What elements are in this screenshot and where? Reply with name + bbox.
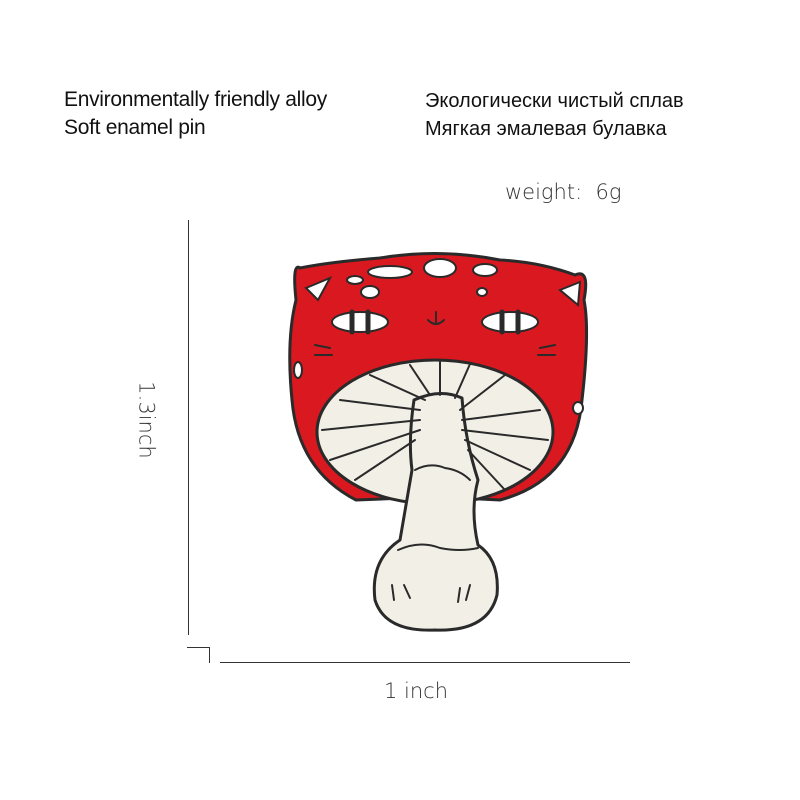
spec-ru-type: Мягкая эмалевая булавка <box>425 118 667 140</box>
ear-right <box>558 280 582 307</box>
spec-en-material: Environmentally friendly alloy <box>64 88 327 111</box>
corner-bracket-vertical <box>209 647 210 663</box>
width-dimension-line <box>220 662 630 663</box>
corner-bracket <box>187 647 209 648</box>
spec-ru-material: Экологически чистый сплав <box>425 90 684 112</box>
ear-left <box>304 275 333 302</box>
pin-stem <box>372 392 499 632</box>
weight-label: weight: 6g <box>505 180 622 204</box>
height-dimension-line <box>188 220 189 635</box>
width-label: 1 inch <box>384 679 449 703</box>
spec-en-type: Soft enamel pin <box>64 116 206 139</box>
